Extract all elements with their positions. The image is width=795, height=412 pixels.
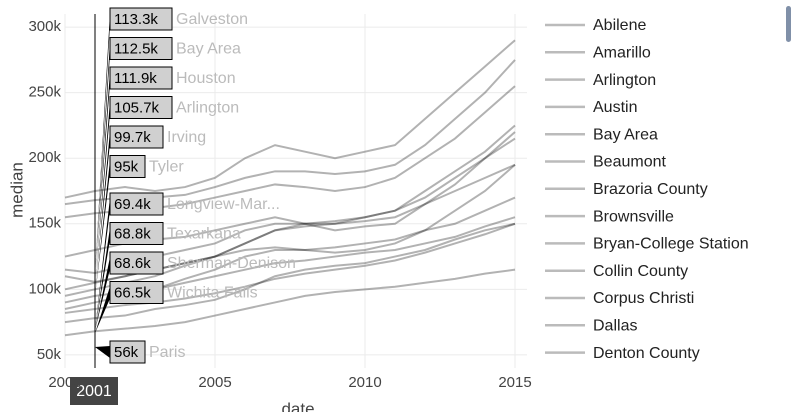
legend-label: Collin County <box>593 263 688 280</box>
legend-item[interactable]: Arlington <box>545 72 656 89</box>
hover-pointer <box>95 257 110 331</box>
legend-label: Denton County <box>593 345 700 362</box>
x-tick-label: 2005 <box>198 374 231 391</box>
legend-label: Corpus Christi <box>593 290 694 307</box>
y-tick-label: 150k <box>28 215 61 232</box>
hover-value: 105.7k <box>114 99 160 116</box>
legend-label: Austin <box>593 99 637 116</box>
hover-value: 95k <box>114 158 139 175</box>
legend-label: Beaumont <box>593 154 666 171</box>
hover-box <box>109 340 146 364</box>
hover-name: Galveston <box>176 11 248 28</box>
legend-item[interactable]: Collin County <box>545 263 688 280</box>
legend-item[interactable]: Dallas <box>545 318 637 335</box>
hover-value: 111.9k <box>114 70 157 87</box>
legend-item[interactable]: Denton County <box>545 345 700 362</box>
legend-item[interactable]: Abilene <box>545 17 646 34</box>
legend-label: Brazoria County <box>593 181 708 198</box>
y-tick-label: 50k <box>37 346 62 363</box>
hover-box <box>109 125 164 149</box>
y-tick-label: 250k <box>28 84 61 101</box>
hover-name: Paris <box>149 344 185 361</box>
hover-value: 66.5k <box>114 284 151 301</box>
hover-name: Irving <box>167 129 206 146</box>
series-line <box>64 268 516 337</box>
legend-item[interactable]: Bryan-College Station <box>545 236 749 253</box>
hover-value: 68.6k <box>114 255 151 272</box>
hover-name: Houston <box>176 70 236 87</box>
hover-pointer <box>95 198 110 330</box>
legend-label: Dallas <box>593 318 637 335</box>
legend-label: Abilene <box>593 17 646 34</box>
x-tick-label: 2015 <box>498 374 531 391</box>
hover-box <box>109 251 164 275</box>
hover-name: Sherman-Denison <box>167 255 296 272</box>
legend-item[interactable]: Bay Area <box>545 126 658 143</box>
hover-pointer <box>95 42 110 273</box>
x-tick-label: 2000 <box>48 374 81 391</box>
hover-box <box>109 96 173 119</box>
series-line <box>64 163 516 297</box>
legend-item[interactable]: Beaumont <box>545 154 666 171</box>
series-line <box>64 39 516 199</box>
axes: 50k 100k 150k 200k 250k 300k 2000 2005 2010 2015 <box>28 18 531 391</box>
y-tick-label: 300k <box>28 18 61 35</box>
hover-box <box>109 37 173 60</box>
legend-item[interactable]: Brownsville <box>545 208 674 225</box>
hover-pointer <box>95 286 110 334</box>
y-axis-title: median <box>7 162 26 218</box>
series-line <box>64 222 516 324</box>
hover-value: 69.4k <box>114 196 151 213</box>
hover-name: Tyler <box>149 159 184 176</box>
hover-value: 56k <box>114 344 139 361</box>
hover-pointer <box>95 227 110 331</box>
legend-item[interactable]: Corpus Christi <box>545 290 694 307</box>
legend[interactable]: Abilene Amarillo Arlington Austin Bay Area Be… <box>545 17 749 362</box>
x-tick-label: 2010 <box>348 374 381 391</box>
y-tick-label: 200k <box>28 149 61 166</box>
hover-value: 68.8k <box>114 225 151 242</box>
hover-value: 99.7k <box>114 129 151 146</box>
legend-label: Bryan-College Station <box>593 236 749 253</box>
hover-value: 112.5k <box>114 40 158 57</box>
hover-name: Bay Area <box>176 41 241 58</box>
x-axis-title: date <box>281 399 314 412</box>
hover-x-box <box>70 377 118 405</box>
hover-name: Longview-Mar... <box>167 196 280 213</box>
hover-box <box>109 155 146 178</box>
hover-pointer <box>95 131 110 290</box>
hover-box <box>109 192 164 216</box>
hover-name: Texarkana <box>167 226 241 243</box>
legend-scrollbar[interactable] <box>786 6 791 42</box>
legend-label: Bay Area <box>593 126 658 143</box>
hover-box <box>109 66 173 90</box>
legend-item[interactable]: Brazoria County <box>545 181 708 198</box>
hover-x-label: 2001 <box>76 383 112 400</box>
y-tick-label: 100k <box>28 280 61 297</box>
legend-item[interactable]: Amarillo <box>545 45 651 62</box>
hover-box <box>109 222 164 245</box>
hover-pointer <box>95 160 110 296</box>
hover-value: 113.3k <box>114 11 158 28</box>
legend-label: Amarillo <box>593 45 651 62</box>
hover-pointer <box>95 13 110 272</box>
legend-label: Arlington <box>593 72 656 89</box>
legend-item[interactable]: Austin <box>545 99 637 116</box>
hover-pointer <box>95 72 110 274</box>
hover-pointer <box>95 346 110 358</box>
hover-pointer <box>95 101 110 282</box>
hover-box <box>109 7 173 31</box>
hover-box <box>109 281 164 304</box>
hover-name: Wichita Falls <box>167 285 258 302</box>
legend-label: Brownsville <box>593 208 674 225</box>
hover-layer: 113.3k Galveston 112.5k Bay Area 111.9k Houst… <box>70 7 296 405</box>
hover-name: Arlington <box>176 100 239 117</box>
